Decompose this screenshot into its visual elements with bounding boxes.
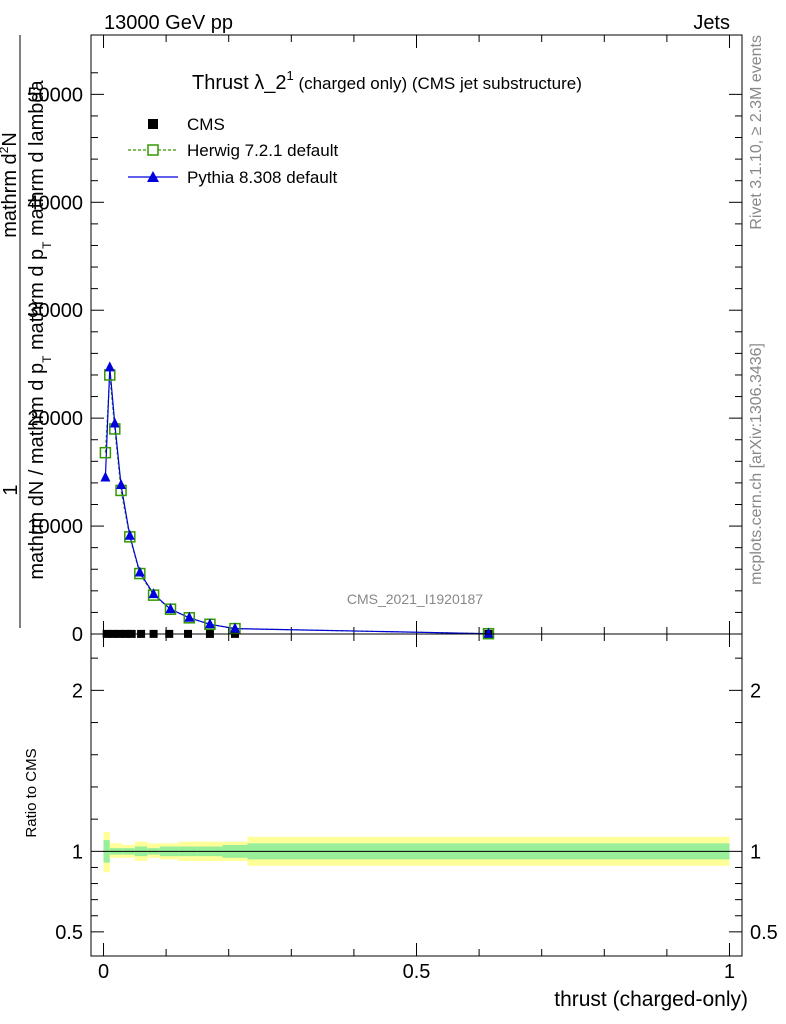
- main-ytick-label: 20000: [27, 408, 83, 430]
- ratio-plot-panel: 0.5 0.5 1 1 2 2 0 0.5 1: [55, 633, 778, 983]
- pythia-point: [148, 588, 159, 599]
- main-plot-panel: 0 10000 20000 30000 40000 50000: [27, 34, 743, 646]
- plot-title-sup: 1: [286, 68, 293, 83]
- pythia-point: [204, 618, 215, 629]
- ratio-y-axis-label: Ratio to CMS: [23, 748, 40, 837]
- main-ytick-label: 40000: [27, 192, 83, 214]
- mcplots-label: mcplots.cern.ch [arXiv:1306.3436]: [748, 343, 765, 585]
- y-label-denominator-outer: mathrm dN / mathrm d pT mathrm d pT math…: [26, 79, 54, 579]
- main-ytick-label: 0: [72, 624, 83, 646]
- ratio-xtick-label: 1: [724, 961, 735, 983]
- main-ytick-label: 50000: [27, 84, 83, 106]
- pythia-point: [483, 627, 494, 638]
- ratio-ytick-label: 2: [72, 680, 83, 702]
- rivet-version-label: Rivet 3.1.10, ≥ 2.3M events: [748, 35, 765, 230]
- x-axis-label: thrust (charged-only): [554, 988, 748, 1011]
- pythia-point: [165, 603, 176, 614]
- plot-title: Thrust λ_21 (charged only) (CMS jet subs…: [192, 68, 582, 94]
- ratio-ytick-label: 0.5: [55, 922, 83, 944]
- header-category: Jets: [693, 12, 730, 34]
- ratio-ytick-label-right: 0.5: [750, 922, 778, 944]
- pythia-point: [109, 417, 120, 428]
- legend-cms-marker: [148, 119, 158, 129]
- main-ytick-label: 10000: [27, 516, 83, 538]
- legend-cms-label: CMS: [187, 115, 225, 134]
- legend-pythia-label: Pythia 8.308 default: [187, 168, 338, 187]
- legend: CMS Herwig 7.2.1 default Pythia 8.308 de…: [128, 115, 338, 187]
- ratio-plot-frame: [90, 633, 743, 957]
- ratio-xtick-label: 0: [98, 961, 109, 983]
- legend-pythia-marker: [147, 171, 159, 182]
- pythia-point: [184, 611, 195, 622]
- pythia-point: [124, 529, 135, 540]
- main-y-axis-label: 1 mathrm d2N mathrm dN / mathrm d pT mat…: [0, 35, 54, 628]
- herwig-point: [99, 446, 112, 459]
- ratio-xtick-label: 0.5: [403, 961, 431, 983]
- header-energy: 13000 GeV pp: [104, 12, 233, 34]
- pythia-point: [104, 361, 115, 372]
- main-ytick-label: 30000: [27, 300, 83, 322]
- ratio-ytick-label-right: 1: [750, 841, 761, 863]
- pythia-point: [116, 479, 127, 490]
- y-label-one: 1: [0, 484, 22, 495]
- ratio-ytick-label: 1: [72, 841, 83, 863]
- plot-title-main: Thrust λ_2: [192, 72, 286, 94]
- pythia-line: [104, 367, 489, 635]
- pythia-point: [229, 622, 240, 633]
- analysis-watermark: CMS_2021_I1920187: [347, 591, 483, 607]
- y-label-numerator-outer: mathrm d2N: [0, 132, 21, 238]
- legend-herwig-marker: [147, 144, 159, 156]
- pythia-point: [100, 471, 111, 482]
- pythia-point: [134, 566, 145, 577]
- plot-title-rest: (charged only) (CMS jet substructure): [294, 74, 582, 93]
- ratio-ytick-label-right: 2: [750, 680, 761, 702]
- legend-herwig-label: Herwig 7.2.1 default: [187, 141, 338, 160]
